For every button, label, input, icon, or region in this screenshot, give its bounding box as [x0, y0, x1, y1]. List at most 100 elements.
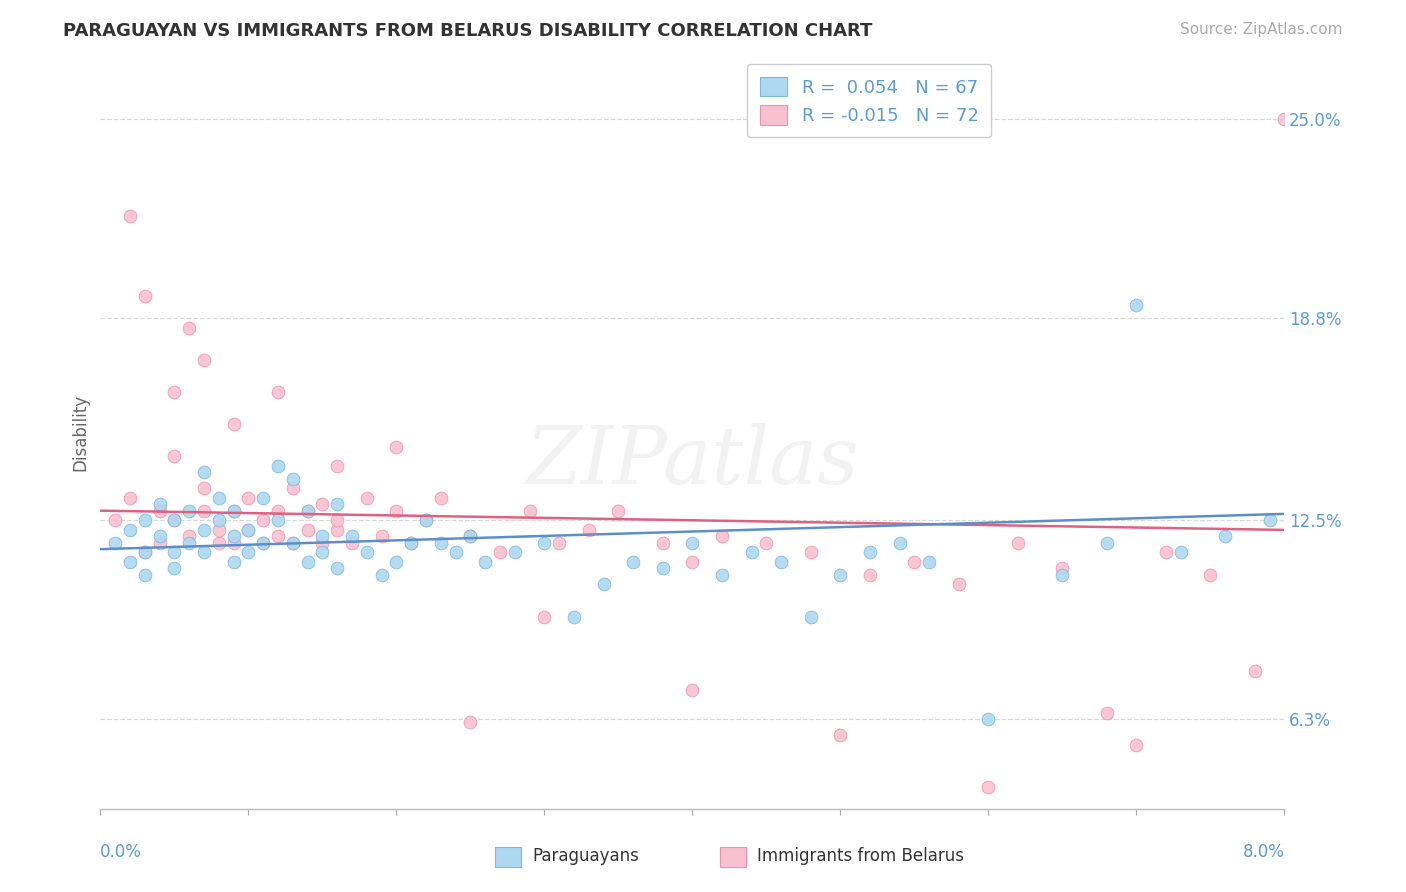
Point: [238, 545, 260, 559]
Point: [252, 535, 274, 549]
Point: [1125, 738, 1147, 752]
Point: [193, 523, 215, 537]
Point: [918, 555, 941, 569]
Point: [267, 503, 290, 517]
Point: [148, 529, 170, 543]
Point: [1258, 513, 1281, 527]
Point: [267, 458, 290, 473]
Point: [460, 529, 482, 543]
Point: [533, 535, 555, 549]
Point: [1095, 535, 1118, 549]
Point: [356, 545, 378, 559]
Point: [252, 535, 274, 549]
Point: [104, 535, 127, 549]
Point: [356, 491, 378, 505]
Point: [311, 545, 333, 559]
Point: [193, 352, 215, 367]
Point: [118, 209, 141, 223]
Text: 8.0%: 8.0%: [1243, 843, 1284, 861]
Point: [370, 529, 392, 543]
Point: [533, 609, 555, 624]
Point: [252, 491, 274, 505]
Point: [562, 609, 585, 624]
Point: [415, 513, 437, 527]
Point: [592, 577, 614, 591]
Point: [1095, 706, 1118, 720]
Point: [179, 535, 201, 549]
Point: [830, 567, 852, 582]
Point: [460, 529, 482, 543]
Text: Paraguayans: Paraguayans: [531, 847, 638, 865]
Point: [519, 503, 541, 517]
Point: [415, 513, 437, 527]
Point: [104, 513, 127, 527]
Point: [208, 491, 231, 505]
Point: [503, 545, 526, 559]
Point: [311, 529, 333, 543]
Point: [370, 567, 392, 582]
Point: [474, 555, 496, 569]
Point: [163, 513, 186, 527]
Point: [163, 513, 186, 527]
Point: [889, 535, 911, 549]
Point: [148, 535, 170, 549]
Point: [179, 503, 201, 517]
Point: [800, 609, 823, 624]
Point: [651, 535, 673, 549]
Point: [948, 577, 970, 591]
Text: ZIPatlas: ZIPatlas: [526, 424, 859, 501]
Point: [1199, 567, 1222, 582]
Point: [281, 481, 304, 495]
Point: [385, 503, 408, 517]
Y-axis label: Disability: Disability: [72, 393, 89, 471]
Point: [859, 567, 882, 582]
Point: [163, 449, 186, 463]
Point: [1272, 112, 1295, 127]
Point: [903, 555, 925, 569]
Point: [1125, 298, 1147, 312]
Point: [681, 535, 703, 549]
Point: [444, 545, 467, 559]
Point: [578, 523, 600, 537]
Point: [134, 545, 156, 559]
Point: [238, 523, 260, 537]
Point: [222, 529, 245, 543]
Point: [148, 497, 170, 511]
Point: [977, 712, 1000, 726]
Point: [222, 503, 245, 517]
Point: [238, 491, 260, 505]
Point: [1052, 567, 1074, 582]
Point: [193, 481, 215, 495]
Point: [326, 561, 349, 575]
Point: [163, 545, 186, 559]
Point: [859, 545, 882, 559]
Point: [297, 555, 319, 569]
Point: [297, 503, 319, 517]
Text: 0.0%: 0.0%: [100, 843, 142, 861]
Point: [607, 503, 630, 517]
Point: [311, 535, 333, 549]
Point: [800, 545, 823, 559]
Point: [489, 545, 512, 559]
Point: [710, 529, 733, 543]
Point: [208, 535, 231, 549]
Point: [621, 555, 644, 569]
Point: [340, 529, 363, 543]
Point: [1052, 561, 1074, 575]
Point: [252, 513, 274, 527]
Point: [326, 497, 349, 511]
Point: [148, 503, 170, 517]
Point: [340, 535, 363, 549]
Point: [179, 529, 201, 543]
Point: [281, 535, 304, 549]
Point: [267, 529, 290, 543]
Point: [326, 458, 349, 473]
Point: [118, 491, 141, 505]
Point: [179, 321, 201, 335]
Point: [977, 780, 1000, 794]
Point: [710, 567, 733, 582]
Point: [297, 503, 319, 517]
Point: [134, 289, 156, 303]
Point: [118, 555, 141, 569]
Point: [208, 513, 231, 527]
